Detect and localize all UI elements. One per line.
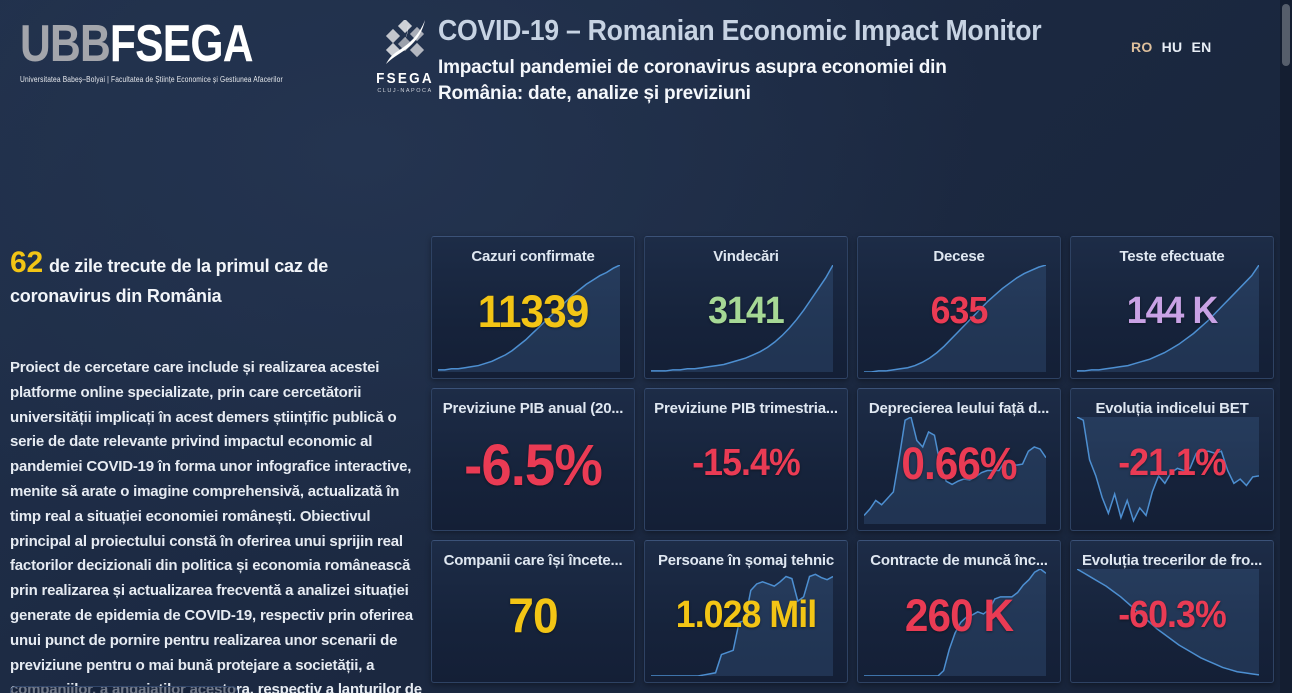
- sparkline-chart: [1077, 569, 1259, 676]
- fsega-emblem: FSEGA CLUJ-NAPOCA: [371, 20, 439, 94]
- next-panel-edge: [10, 686, 238, 693]
- card-title: Vindecări: [713, 248, 779, 265]
- scrollbar-thumb[interactable]: [1282, 4, 1290, 66]
- card-cazuri-confirmate[interactable]: Cazuri confirmate 11339: [431, 236, 635, 379]
- sparkline-chart: [1077, 417, 1259, 524]
- logo-fsega-text: FSEGA: [109, 15, 254, 73]
- lang-option-hu[interactable]: HU: [1161, 39, 1183, 55]
- card-contracte-munca[interactable]: Contracte de muncă înc... 260 K: [857, 540, 1061, 683]
- sparkline-chart: [651, 569, 833, 676]
- card-title: Evoluția trecerilor de fro...: [1081, 552, 1263, 569]
- card-previziune-pib-trimestrial[interactable]: Previziune PIB trimestria... -15.4%: [644, 388, 848, 531]
- emblem-subtext: CLUJ-NAPOCA: [377, 88, 433, 94]
- sparkline-chart: [438, 265, 620, 372]
- card-indice-bet[interactable]: Evoluția indicelui BET -21.1%: [1070, 388, 1274, 531]
- days-count: 62: [10, 246, 43, 279]
- sparkline-chart: [651, 265, 833, 372]
- card-value: 1.028 Mil: [675, 593, 817, 636]
- sparkline-chart: [1077, 265, 1259, 372]
- card-title: Evoluția indicelui BET: [1095, 400, 1249, 417]
- logo-wordmark: UBBFSEGA Universitatea Babeș–Bolyai | Fa…: [20, 16, 357, 84]
- metrics-grid: Cazuri confirmate 11339 Vindecări 3141 D…: [431, 236, 1274, 683]
- fsega-emblem-icon: [385, 20, 425, 64]
- card-title: Companii care își încete...: [443, 552, 623, 569]
- logo-ubb-text: UBB: [20, 15, 111, 73]
- ubb-fsega-logo[interactable]: UBBFSEGA Universitatea Babeș–Bolyai | Fa…: [20, 16, 439, 94]
- card-value: 3141: [708, 289, 785, 332]
- card-companii-incetare[interactable]: Companii care își încete... 70: [431, 540, 635, 683]
- card-value: 635: [930, 289, 989, 332]
- card-title: Cazuri confirmate: [471, 248, 595, 265]
- card-value: 260 K: [904, 589, 1014, 641]
- card-title: Previziune PIB anual (20...: [442, 400, 624, 417]
- language-switcher: RO HU EN: [1131, 39, 1212, 55]
- page-subtitle: Impactul pandemiei de coronavirus asupra…: [438, 57, 947, 104]
- lang-option-en[interactable]: EN: [1191, 39, 1212, 55]
- card-title: Previziune PIB trimestria...: [654, 400, 838, 417]
- card-value: 0.66%: [901, 437, 1017, 489]
- card-value: 70: [508, 588, 558, 643]
- card-title: Deprecierea leului față d...: [868, 400, 1050, 417]
- card-decese[interactable]: Decese 635: [857, 236, 1061, 379]
- card-value: 11339: [477, 285, 590, 337]
- card-title: Teste efectuate: [1119, 248, 1225, 265]
- project-description: Proiect de cercetare care include și rea…: [10, 359, 422, 693]
- logo-caption: Universitatea Babeș–Bolyai | Facultatea …: [20, 74, 283, 84]
- days-since-first-case: 62 de zile trecute de la primul caz de co…: [10, 248, 360, 311]
- sparkline-chart: [864, 417, 1046, 524]
- logo-title: UBBFSEGA: [20, 16, 296, 72]
- emblem-name: FSEGA: [376, 70, 434, 87]
- scrollbar-track[interactable]: [1280, 0, 1292, 693]
- card-previziune-pib-anual[interactable]: Previziune PIB anual (20... -6.5%: [431, 388, 635, 531]
- card-somaj-tehnic[interactable]: Persoane în șomaj tehnic 1.028 Mil: [644, 540, 848, 683]
- card-depreciere-leu[interactable]: Deprecierea leului față d... 0.66%: [857, 388, 1061, 531]
- page-header: COVID-19 – Romanian Economic Impact Moni…: [438, 14, 1078, 107]
- lang-option-ro[interactable]: RO: [1131, 39, 1153, 55]
- sparkline-chart: [864, 265, 1046, 372]
- card-value: -21.1%: [1118, 441, 1226, 484]
- card-vindecari[interactable]: Vindecări 3141: [644, 236, 848, 379]
- card-title: Decese: [933, 248, 985, 265]
- card-title: Persoane în șomaj tehnic: [657, 552, 835, 569]
- card-value: -6.5%: [464, 432, 603, 498]
- card-value: 144 K: [1126, 289, 1219, 332]
- card-title: Contracte de muncă înc...: [870, 552, 1048, 569]
- days-text: de zile trecute de la primul caz de coro…: [10, 256, 329, 306]
- page-title: COVID-19 – Romanian Economic Impact Moni…: [438, 15, 1042, 47]
- sparkline-chart: [864, 569, 1046, 676]
- card-treceri-frontiera[interactable]: Evoluția trecerilor de fro... -60.3%: [1070, 540, 1274, 683]
- card-value: -60.3%: [1118, 593, 1226, 636]
- card-teste-efectuate[interactable]: Teste efectuate 144 K: [1070, 236, 1274, 379]
- card-value: -15.4%: [692, 441, 800, 484]
